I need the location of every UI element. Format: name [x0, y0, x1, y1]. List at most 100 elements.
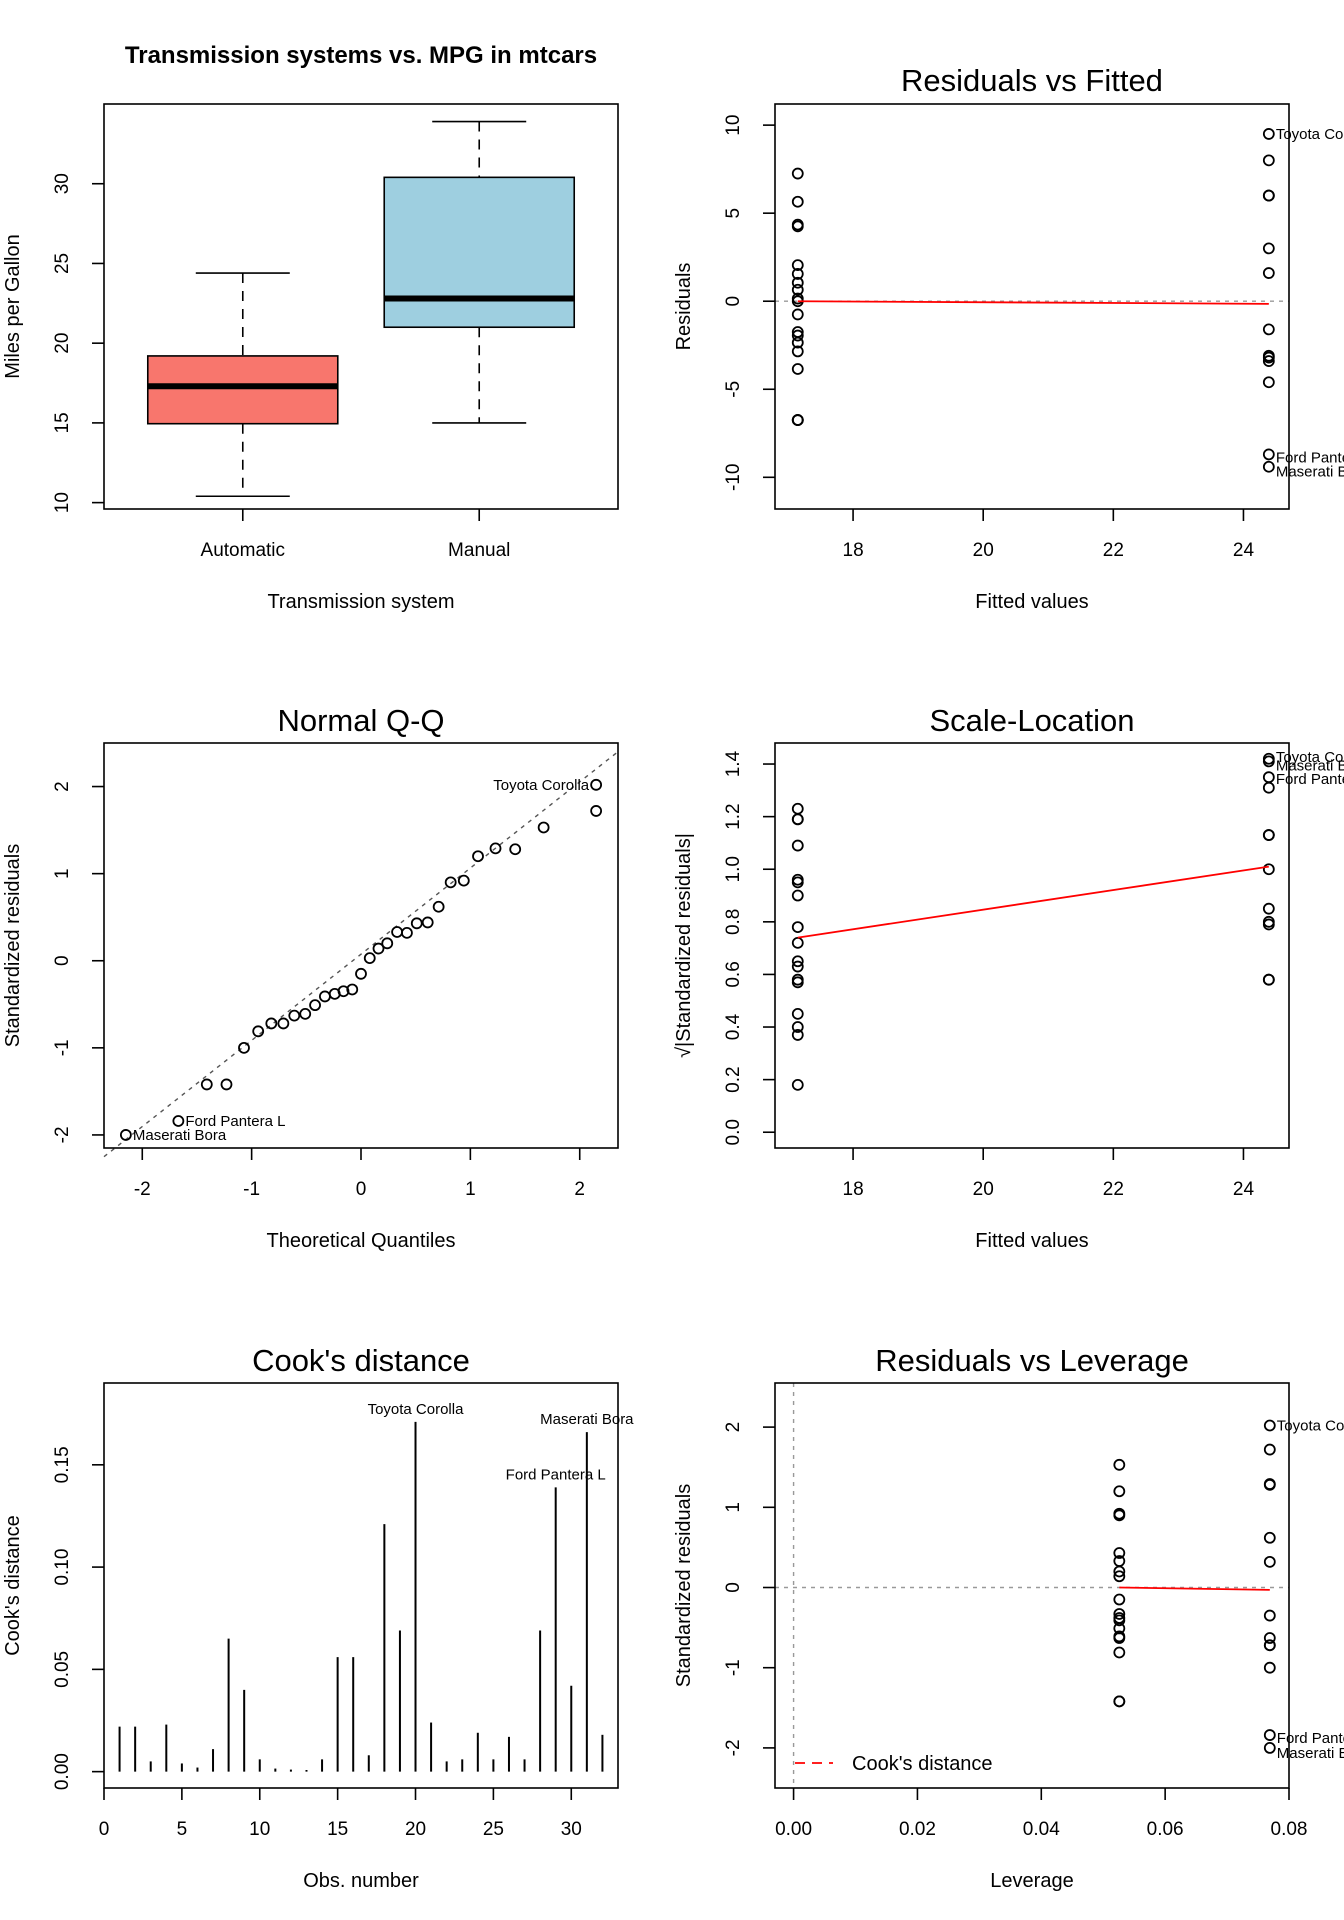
smooth-line: [1119, 1586, 1270, 1591]
data-point: [1262, 829, 1275, 841]
data-point: [1113, 1608, 1126, 1620]
x-tick-label: 0.04: [1023, 1819, 1060, 1840]
x-tick-label: 20: [973, 540, 994, 561]
data-point: [791, 1007, 804, 1020]
data-point: [1113, 1593, 1126, 1606]
y-axis-label: Standardized residuals: [673, 1484, 695, 1687]
point-label: Maserati Bora: [1276, 757, 1344, 774]
data-point: [1262, 448, 1275, 461]
y-tick-label: 1.2: [723, 803, 744, 829]
x-tick-label: 20: [405, 1819, 426, 1840]
data-point: [363, 952, 376, 965]
plot-frame: [103, 1382, 619, 1789]
y-tick-label: 10: [52, 492, 73, 513]
point-label: Maserati Bora: [133, 1127, 227, 1144]
data-point: [1263, 1478, 1276, 1491]
data-point: [590, 805, 603, 817]
data-point: [1113, 1632, 1126, 1644]
data-point: [1113, 1485, 1126, 1498]
data-point: [791, 955, 804, 968]
point-label: Toyota Corolla: [1276, 126, 1344, 143]
y-tick-label: -1: [723, 1659, 744, 1676]
data-point: [337, 985, 350, 998]
x-tick-label: 0.08: [1271, 1819, 1308, 1840]
data-point: [1113, 1509, 1126, 1522]
reference-line: [103, 751, 619, 1158]
data-point: [1262, 771, 1275, 784]
y-tick-label: 0.6: [723, 961, 744, 987]
y-tick-label: 0.2: [723, 1066, 744, 1092]
x-axis-label: Theoretical Quantiles: [267, 1230, 456, 1252]
data-point: [791, 259, 804, 272]
chart-title: Scale-Location: [929, 703, 1134, 738]
y-axis-label: Miles per Gallon: [2, 234, 24, 379]
y-tick-label: 2: [52, 781, 73, 792]
x-tick-label: 18: [843, 1179, 864, 1200]
data-point: [791, 283, 804, 296]
data-point: [277, 1017, 290, 1030]
data-point: [791, 876, 804, 889]
data-point: [791, 839, 804, 852]
x-axis-label: Fitted values: [975, 591, 1088, 613]
y-tick-label: 2: [723, 1422, 744, 1433]
data-point: [791, 268, 804, 280]
x-tick-label: 2: [574, 1179, 585, 1200]
data-point: [1263, 1661, 1276, 1674]
plot-frame: [103, 742, 619, 1149]
box-manual: [383, 176, 576, 329]
data-point: [791, 889, 804, 902]
point-label: Toyota Corolla: [368, 1401, 465, 1418]
data-point: [319, 990, 331, 1003]
x-tick-label: 0.06: [1147, 1819, 1184, 1840]
data-point: [791, 1029, 804, 1041]
data-point: [791, 921, 804, 933]
y-tick-label: -5: [723, 381, 744, 398]
boxplot-panel: Automatic Manual Transmission systems vs. …: [2, 42, 619, 613]
plot-frame: [774, 742, 1290, 1149]
data-point: [1113, 1646, 1126, 1659]
data-point: [1263, 1729, 1276, 1741]
y-tick-label: 0.10: [52, 1549, 73, 1586]
y-tick-label: 5: [723, 208, 744, 219]
data-point: [421, 916, 434, 929]
data-point: [119, 1129, 132, 1141]
data-point: [791, 414, 804, 426]
y-axis-label: Standardized residuals: [2, 844, 24, 1047]
data-point: [791, 363, 804, 375]
data-point: [432, 900, 445, 913]
x-tick-label: 24: [1233, 540, 1255, 561]
data-point: [1262, 267, 1275, 279]
data-point: [791, 220, 804, 233]
data-point: [537, 821, 550, 834]
x-tick-label: 0.02: [899, 1819, 936, 1840]
y-tick-label: 15: [52, 412, 73, 433]
data-point: [457, 874, 470, 887]
y-axis-label: Residuals: [673, 263, 695, 351]
data-point: [355, 967, 367, 980]
data-point: [372, 942, 385, 955]
y-tick-label: 0: [723, 1582, 744, 1593]
y-tick-label: 0.0: [723, 1119, 744, 1145]
chart-title: Transmission systems vs. MPG in mtcars: [125, 42, 597, 69]
y-tick-label: 1.4: [723, 750, 744, 777]
y-tick-label: 30: [52, 173, 73, 194]
point-label: Ford Pantera L: [185, 1113, 285, 1130]
data-point: [1262, 242, 1275, 255]
data-point: [1262, 973, 1275, 986]
data-point: [1262, 755, 1275, 768]
y-tick-label: 20: [52, 333, 73, 354]
data-point: [509, 843, 522, 856]
data-point: [791, 813, 804, 826]
data-point: [791, 936, 804, 949]
data-point: [1263, 1531, 1276, 1544]
y-tick-label: 0: [52, 955, 73, 966]
data-point: [791, 276, 804, 289]
point-label: Ford Pantera L: [506, 1466, 606, 1483]
y-tick-label: 0.15: [52, 1446, 73, 1483]
data-point: [1262, 189, 1275, 202]
data-point: [791, 336, 804, 349]
data-point: [1263, 1639, 1276, 1652]
data-point: [1263, 1632, 1276, 1644]
